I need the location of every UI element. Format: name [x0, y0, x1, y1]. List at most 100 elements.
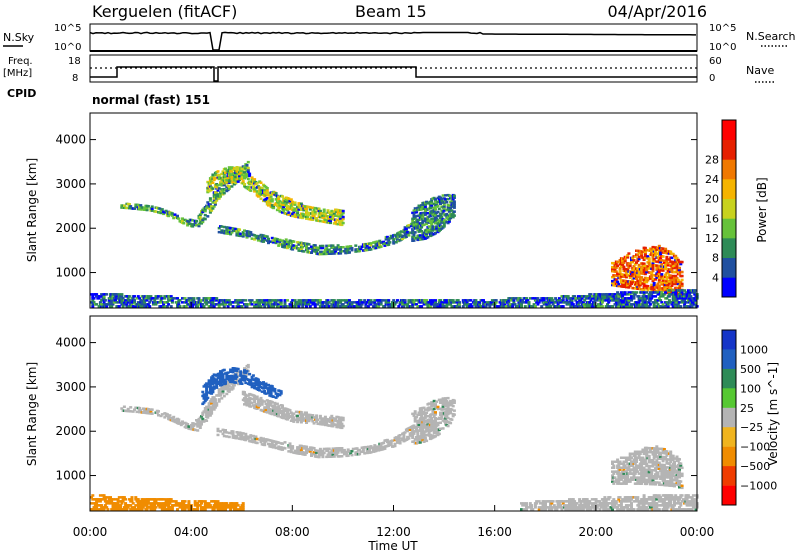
- power-echo-cell: [628, 276, 632, 279]
- vel-echo-cell: [205, 398, 209, 401]
- power-echo-cell: [660, 259, 664, 262]
- vel-echo-cell: [342, 452, 346, 456]
- vel-echo-cell: [427, 402, 431, 405]
- power-echo-cell: [512, 299, 516, 302]
- power-echo-cell: [415, 224, 418, 228]
- vel-echo-cell: [267, 383, 270, 387]
- power-echo-cell: [392, 238, 396, 241]
- power-echo-cell: [657, 270, 661, 274]
- vel-echo-cell: [251, 382, 255, 385]
- power-echo-cell: [525, 297, 528, 300]
- vel-echo-cell: [617, 464, 621, 467]
- power-echo-cell: [305, 213, 308, 216]
- power-echo-cell: [651, 301, 655, 304]
- power-echo-cell: [434, 208, 437, 211]
- power-echo-cell: [369, 303, 373, 306]
- vel-echo-cell: [308, 415, 312, 419]
- power-echo-cell: [288, 199, 292, 203]
- power-echo-cell: [120, 301, 124, 304]
- power-echo-cell: [289, 198, 293, 201]
- power-echo-cell: [626, 274, 630, 277]
- vel-echo-cell: [210, 408, 214, 411]
- vel-echo-cell: [413, 410, 417, 413]
- power-echo-cell: [392, 242, 396, 245]
- vel-echo-cell: [272, 446, 276, 449]
- power-echo-cell: [680, 291, 684, 294]
- power-echo-cell: [664, 247, 668, 251]
- vel-echo-cell: [412, 424, 416, 427]
- vel-echo-cell: [426, 423, 430, 426]
- power-echo-cell: [211, 173, 215, 176]
- power-echo-cell: [350, 303, 354, 306]
- power-echo-cell: [102, 297, 106, 300]
- power-echo-cell: [275, 208, 279, 212]
- power-echo-cell: [310, 301, 313, 304]
- vel-echo-cell: [260, 390, 264, 393]
- power-echo-cell: [162, 305, 166, 308]
- vel-echo-cell: [253, 439, 257, 442]
- power-echo-cell: [267, 192, 270, 195]
- vel-echo-cell: [397, 438, 401, 442]
- vel-echo-cell: [432, 407, 436, 411]
- power-echo-cell: [652, 260, 656, 263]
- power-echo-cell: [235, 232, 239, 235]
- vel-echo-cell: [289, 411, 293, 414]
- power-echo-cell: [417, 230, 421, 233]
- power-echo-cell: [568, 301, 571, 304]
- power-echo-cell: [220, 182, 224, 186]
- power-echo-cell: [440, 215, 444, 218]
- power-echo-cell: [557, 297, 561, 300]
- power-echo-cell: [626, 256, 630, 259]
- power-echo-cell: [110, 299, 114, 302]
- vel-echo-cell: [446, 396, 450, 400]
- vel-echo-cell: [617, 480, 621, 483]
- power-echo-cell: [334, 214, 338, 217]
- power-echo-cell: [121, 305, 125, 308]
- power-echo-cell: [556, 303, 560, 306]
- power-echo-cell: [656, 291, 660, 294]
- power-echo-cell: [661, 295, 665, 298]
- power-echo-cell: [313, 248, 317, 251]
- vel-echo-cell: [231, 432, 235, 435]
- power-echo-cell: [291, 206, 295, 210]
- power-echo-cell: [299, 301, 303, 304]
- power-echo-cell: [313, 303, 317, 306]
- power-echo-cell: [434, 214, 437, 217]
- vel-echo-cell: [613, 476, 617, 479]
- vel-echo-cell: [275, 410, 279, 414]
- power-echo-cell: [177, 217, 181, 220]
- power-echo-cell: [690, 291, 694, 294]
- power-echo-cell: [227, 228, 231, 232]
- power-echo-cell: [521, 299, 525, 302]
- power-echo-cell: [556, 299, 560, 302]
- vel-echo-cell: [263, 400, 267, 403]
- power-echo-cell: [641, 303, 645, 306]
- vel-echo-cell: [205, 390, 209, 393]
- vel-echo-cell: [255, 437, 259, 441]
- power-echo-cell: [235, 167, 239, 171]
- vel-echo-cell: [250, 385, 254, 389]
- vel-echo-cell: [436, 407, 440, 411]
- power-echo-cell: [216, 189, 220, 192]
- power-echo-cell: [494, 301, 498, 304]
- vel-echo-cell: [444, 405, 448, 408]
- power-echo-cell: [623, 293, 627, 296]
- power-echo-cell: [283, 242, 287, 245]
- vel-echo-cell: [217, 380, 221, 383]
- power-echo-cell: [662, 259, 666, 262]
- power-echo-cell: [623, 283, 627, 287]
- power-echo-cell: [284, 202, 288, 205]
- power-echo-cell: [394, 241, 398, 244]
- power-echo-cell: [145, 206, 149, 210]
- vel-echo-cell: [427, 418, 431, 421]
- vel-echo-cell: [331, 417, 335, 420]
- power-echo-cell: [669, 274, 673, 277]
- vel-echo-cell: [159, 414, 163, 418]
- power-echo-cell: [693, 293, 697, 296]
- power-echo-cell: [225, 169, 229, 172]
- power-echo-cell: [117, 293, 121, 296]
- vel-echo-cell: [411, 435, 415, 438]
- power-echo-cell: [643, 250, 647, 254]
- power-echo-cell: [153, 299, 157, 302]
- vel-echo-cell: [288, 409, 292, 412]
